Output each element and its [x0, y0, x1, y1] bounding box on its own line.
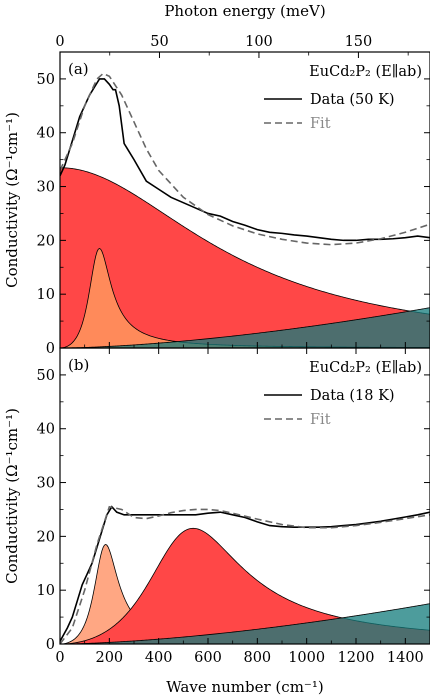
- y-tick-label: 50: [37, 368, 55, 384]
- y-tick-label: 0: [46, 341, 55, 357]
- panel-label: (a): [68, 60, 89, 78]
- x-tick-label: 800: [243, 650, 271, 666]
- top-tick-label: 150: [345, 34, 373, 50]
- y-tick-label: 20: [37, 233, 55, 249]
- y-axis-label: Conductivity (Ω⁻¹cm⁻¹): [3, 112, 21, 288]
- y-tick-label: 30: [37, 476, 55, 492]
- y-axis-label: Conductivity (Ω⁻¹cm⁻¹): [3, 408, 21, 584]
- top-tick-label: 100: [245, 34, 273, 50]
- y-tick-label: 20: [37, 529, 55, 545]
- top-tick-label: 0: [55, 34, 64, 50]
- legend-title: EuCd₂P₂ (E∥ab): [309, 64, 422, 80]
- legend-title: EuCd₂P₂ (E∥ab): [309, 360, 422, 376]
- plot-area: [60, 72, 430, 348]
- y-tick-label: 0: [46, 637, 55, 653]
- series-line-1: [60, 505, 430, 644]
- component-drude-0: [60, 167, 430, 348]
- y-tick-label: 40: [37, 422, 55, 438]
- top-tick-label: 50: [150, 34, 168, 50]
- axes-frame: [59, 347, 430, 645]
- y-tick-label: 30: [37, 180, 55, 196]
- top-axis-label: Photon energy (meV): [164, 2, 325, 20]
- legend-entry-0: Data (18 K): [310, 388, 395, 404]
- x-tick-label: 200: [95, 650, 123, 666]
- x-tick-label: 400: [145, 650, 173, 666]
- panel-b-chart: 0 10 20 30 40 50 0 200 400 600 800 1000 1200 1400 Cond…: [3, 347, 430, 696]
- x-tick-label: 1000: [288, 650, 325, 666]
- x-tick-label: 0: [55, 650, 64, 666]
- x-axis-label: Wave number (cm⁻¹): [166, 678, 323, 696]
- legend-entry-1: Fit: [310, 412, 331, 428]
- legend-entry-0: Data (50 K): [310, 92, 395, 108]
- y-tick-label: 40: [37, 126, 55, 142]
- x-tick-label: 1200: [338, 650, 375, 666]
- panel-label: (b): [68, 356, 89, 374]
- x-tick-label: 1400: [387, 650, 424, 666]
- panel-a-chart: 0 10 20 30 40 50 0 50 100 150 Photon energy (meV) C…: [3, 2, 430, 357]
- series-line-1: [60, 72, 430, 246]
- y-tick-label: 10: [37, 287, 55, 303]
- legend-entry-1: Fit: [310, 116, 331, 132]
- y-tick-label: 10: [37, 583, 55, 599]
- component-background-2: [60, 307, 430, 348]
- y-tick-label: 50: [37, 72, 55, 88]
- component-background-2: [60, 603, 430, 644]
- plot-area: [60, 505, 430, 644]
- series-line-0: [60, 78, 430, 242]
- x-tick-label: 600: [194, 650, 222, 666]
